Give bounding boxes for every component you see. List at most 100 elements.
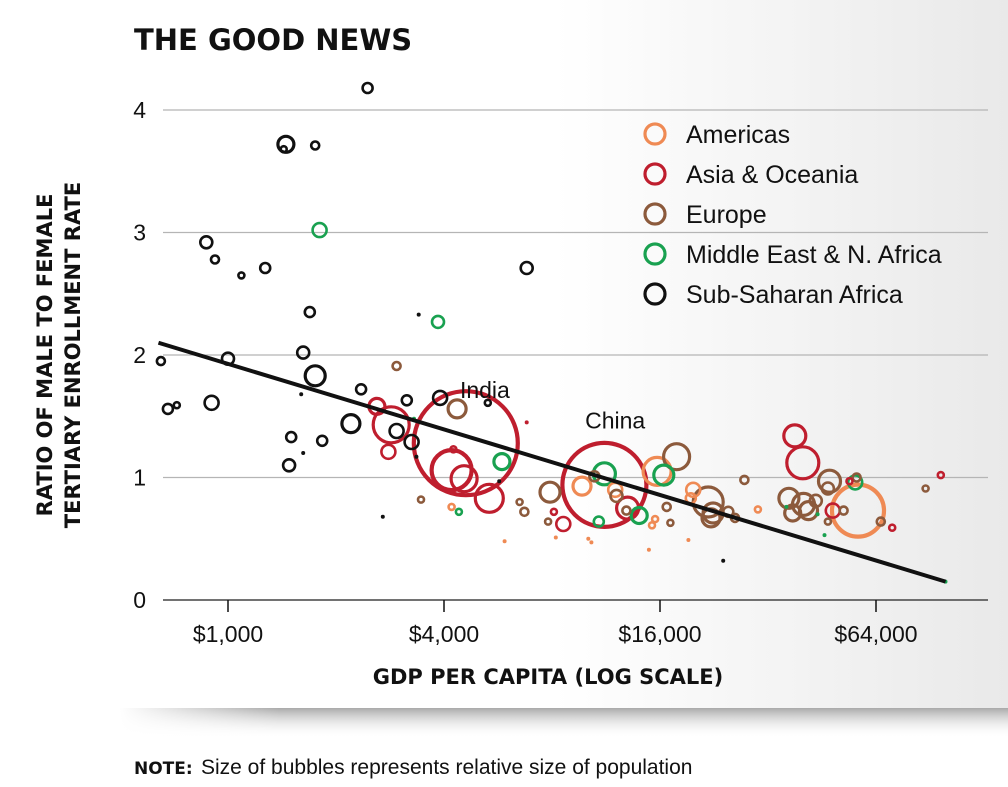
legend-marker-am — [643, 122, 667, 146]
bubble-eu-74 — [519, 506, 530, 518]
bubble-eu-67 — [621, 505, 632, 516]
bubble-as-80 — [449, 444, 458, 454]
bubble-eu-66 — [391, 360, 402, 372]
bubble-eu-50 — [820, 481, 836, 496]
legend-label-eu: Europe — [686, 201, 767, 229]
bubble-af-101 — [721, 558, 726, 563]
chart-background — [0, 0, 1008, 708]
bubble-as-81 — [549, 507, 559, 517]
legend-marker-me — [643, 242, 667, 266]
bubble-me-17 — [652, 463, 676, 487]
bubble-af-43 — [519, 260, 535, 276]
bubble-me-27 — [492, 452, 512, 472]
bubble-me-79 — [454, 507, 464, 517]
bubble-eu-73 — [875, 516, 887, 527]
bubble-am-108 — [586, 536, 591, 541]
bubble-me-35 — [311, 221, 328, 239]
x-axis-title: GDP PER CAPITA (LOG SCALE) — [373, 665, 723, 689]
bubble-af-55 — [400, 393, 414, 407]
size-note-label: NOTE: — [134, 759, 193, 779]
bubble-eu-48 — [609, 488, 624, 504]
bubble-af-45 — [295, 345, 311, 360]
bubble-eu-92 — [543, 517, 553, 526]
bubble-am-111 — [553, 535, 558, 540]
size-note: NOTE: Size of bubbles represents relativ… — [134, 756, 692, 779]
bubble-af-76 — [237, 271, 246, 280]
bubble-af-58 — [315, 434, 329, 448]
y-tick-label-1: 1 — [133, 465, 146, 491]
bubble-am-85 — [650, 514, 660, 524]
legend: Americas Asia & Oceania Europe Middle East … — [643, 121, 942, 309]
bubble-am-2 — [829, 482, 887, 539]
bubble-af-46 — [281, 457, 297, 473]
bubble-me-103 — [822, 533, 827, 538]
bubble-af-63 — [309, 140, 321, 151]
bubble-af-42 — [199, 235, 214, 250]
bubble-eu-71 — [838, 505, 849, 516]
bubble-am-8 — [641, 455, 673, 487]
bubble-me-105 — [784, 504, 789, 509]
bubble-eu-10 — [661, 442, 692, 472]
bubble-af-99 — [380, 514, 385, 519]
bubble-eu-30 — [783, 503, 803, 523]
bubble-as-37 — [380, 443, 397, 461]
legend-label-am: Americas — [686, 121, 790, 149]
y-axis-title-line-1: RATIO OF MALE TO FEMALE — [33, 194, 57, 517]
legend-marker-as — [643, 162, 667, 186]
bubble-af-31 — [431, 389, 449, 407]
bubble-eu-68 — [661, 501, 673, 513]
y-tick-label-0: 0 — [133, 587, 146, 613]
bubble-af-32 — [203, 394, 220, 412]
bubble-af-98 — [301, 451, 306, 455]
bubble-as-0 — [411, 389, 520, 498]
size-note-text: Size of bubbles represents relative size… — [201, 756, 692, 779]
bubble-af-21 — [340, 413, 362, 435]
bubble-am-22 — [571, 475, 593, 497]
bubble-as-107 — [524, 420, 529, 425]
bubble-as-4 — [371, 405, 411, 445]
bubble-af-33 — [388, 422, 405, 440]
bubble-as-38 — [554, 515, 572, 533]
bubble-as-82 — [845, 476, 854, 486]
bubble-af-64 — [209, 254, 221, 265]
legend-marker-eu — [643, 202, 667, 226]
bubble-me-47 — [430, 314, 446, 330]
bubble-as-83 — [887, 523, 897, 533]
bubble-eu-89 — [416, 495, 426, 504]
bubble-am-113 — [646, 547, 651, 552]
y-tick-label-4: 4 — [133, 97, 146, 123]
y-axis-title: RATIO OF MALE TO FEMALE TERTIARY ENROLLM… — [33, 182, 85, 528]
bubble-af-65 — [155, 355, 167, 367]
bubble-as-84 — [936, 470, 946, 480]
bubble-am-88 — [753, 505, 763, 514]
x-tick-label-16000: $16,000 — [618, 621, 701, 647]
bubble-am-87 — [447, 502, 456, 512]
bubble-as-5 — [785, 445, 821, 481]
bubble-af-96 — [299, 392, 304, 397]
bubble-as-12 — [782, 423, 808, 449]
bubble-me-104 — [815, 512, 820, 517]
bubble-eu-18 — [538, 480, 562, 504]
bubble-af-97 — [414, 454, 419, 459]
bubble-af-34 — [403, 433, 420, 451]
bubble-af-56 — [161, 402, 175, 416]
legend-label-me: Middle East & N. Africa — [686, 241, 942, 269]
bubble-af-51 — [361, 81, 374, 95]
y-axis-title-line-2: TERTIARY ENROLLMENT RATE — [61, 182, 85, 528]
y-tick-label-3: 3 — [133, 220, 146, 246]
bubble-me-36 — [846, 474, 864, 491]
bubble-eu-23 — [446, 398, 468, 420]
bubble-af-57 — [284, 430, 298, 444]
bubble-as-1 — [560, 440, 649, 529]
bubble-af-75 — [279, 144, 289, 154]
y-axis-ticks: 0 1 2 3 4 — [133, 97, 146, 613]
x-tick-label-1000: $1,000 — [193, 621, 263, 647]
bubble-eu-49 — [808, 493, 824, 509]
bubble-as-9 — [449, 464, 479, 494]
legend-marker-af — [643, 282, 667, 306]
bubble-af-16 — [303, 364, 327, 388]
chart-drop-shadow-fade — [120, 708, 1008, 738]
bubble-eu-90 — [921, 484, 930, 493]
